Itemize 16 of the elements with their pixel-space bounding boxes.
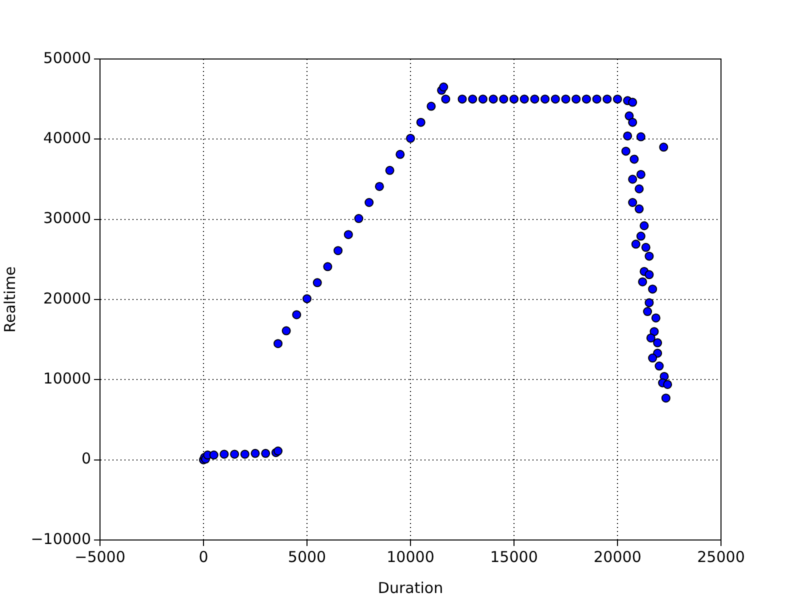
y-tick-label: 30000 [43, 209, 91, 228]
x-tick-label: 15000 [490, 548, 538, 566]
x-axis-title: Duration [378, 578, 444, 597]
x-tick-label: 5000 [288, 548, 326, 566]
y-tick-label: −10000 [30, 530, 91, 548]
y-tick-label: 20000 [43, 289, 91, 308]
x-tick-label: 25000 [697, 548, 745, 566]
x-tick-label: 20000 [594, 548, 642, 566]
y-tick-label: 40000 [43, 129, 91, 148]
x-tick-label: 0 [198, 548, 208, 566]
y-axis-title: Realtime [0, 266, 19, 333]
y-tick-label: 10000 [43, 370, 91, 388]
y-tick-label: 50000 [43, 48, 91, 67]
x-tick-label: −5000 [74, 548, 126, 566]
y-tick-label: 0 [81, 450, 91, 468]
x-tick-label: 10000 [386, 548, 434, 566]
